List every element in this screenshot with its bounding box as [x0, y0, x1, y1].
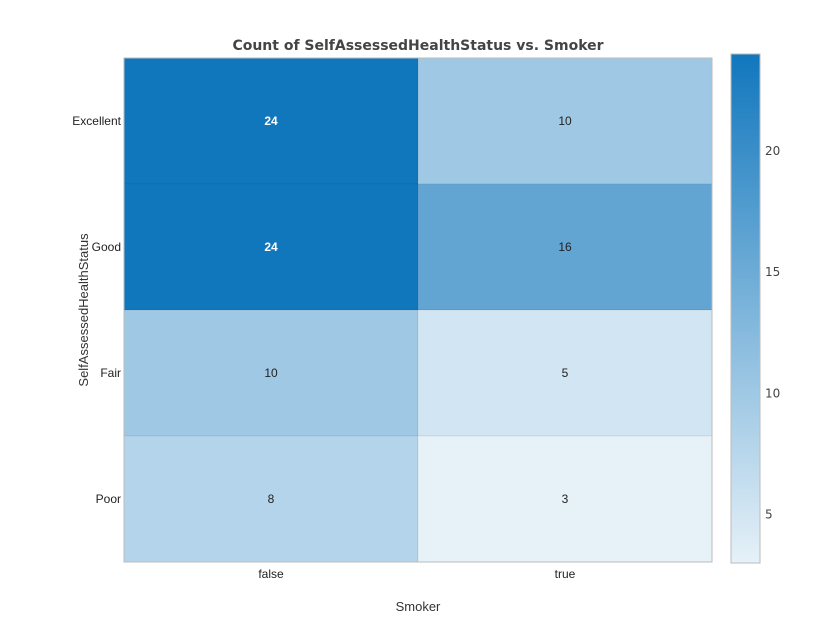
cell-value-label: 10	[264, 366, 278, 380]
y-tick-label: Poor	[96, 492, 121, 506]
plot-frame	[123, 57, 713, 563]
colorbar-tick-label: 20	[765, 144, 780, 158]
colorbar	[730, 53, 761, 564]
y-tick-label: Fair	[100, 366, 121, 380]
x-tick-label: false	[258, 567, 284, 581]
x-axis-title: Smoker	[396, 599, 441, 614]
y-axis-title: SelfAssessedHealthStatus	[76, 233, 91, 387]
heatmap-cell	[417, 309, 713, 437]
heatmap-cell	[417, 57, 713, 185]
cell-value-label: 16	[558, 240, 572, 254]
cell-value-label: 8	[268, 492, 275, 506]
chart-title: Count of SelfAssessedHealthStatus vs. Sm…	[232, 38, 603, 54]
colorbar-ticks: 5 10 15 20	[765, 144, 780, 522]
colorbar-tick-label: 15	[765, 265, 780, 279]
y-tick-label: Good	[92, 240, 121, 254]
y-tick-label: Excellent	[72, 114, 121, 128]
cell-value-label: 24	[264, 240, 278, 254]
heatmap-cell	[417, 435, 713, 563]
colorbar-tick-label: 5	[765, 508, 773, 522]
colorbar-tick-label: 10	[765, 386, 780, 400]
heatmap-cell	[123, 435, 419, 563]
heatmap-cells: 24 10 24 16 10 5 8 3	[123, 57, 713, 563]
heatmap-cell	[417, 183, 713, 311]
cell-value-label: 5	[562, 366, 569, 380]
x-tick-label: true	[555, 567, 576, 581]
cell-value-label: 10	[558, 114, 572, 128]
cell-value-label: 3	[562, 492, 569, 506]
heatmap-cell	[123, 57, 419, 185]
y-tick-labels: Excellent Good Fair Poor	[72, 114, 121, 506]
x-tick-labels: false true	[258, 567, 575, 581]
heatmap-cell	[123, 183, 419, 311]
heatmap-cell	[123, 309, 419, 437]
cell-value-label: 24	[264, 114, 278, 128]
